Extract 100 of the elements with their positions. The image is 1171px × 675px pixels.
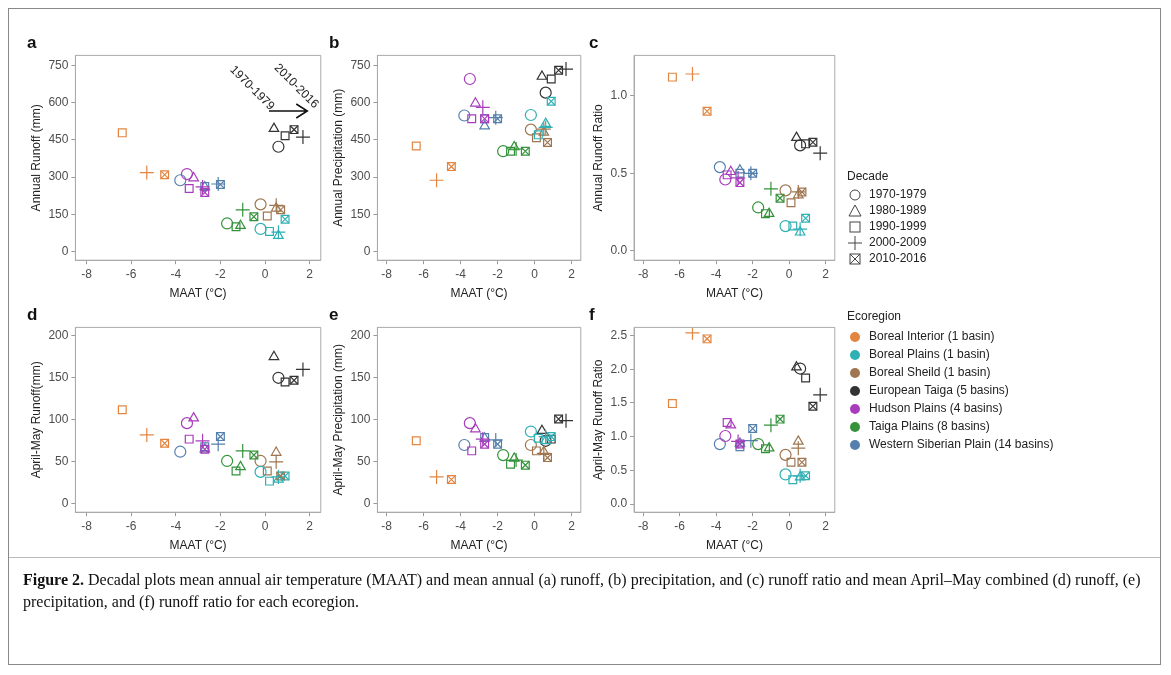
y-axis-title: April-May Runoff Ratio [590,359,605,481]
x-tick-label: 2 [568,266,576,281]
y-tick-label: 200 [48,328,69,343]
y-axis-title: April-May Precipitation (mm) [330,344,345,496]
x-tick-label: -2 [492,518,504,533]
y-tick-label: 300 [350,169,371,184]
x-tick-label: -4 [710,518,722,533]
x-axis-title: MAAT (°C) [705,286,763,301]
y-tick-label: 0 [61,496,69,511]
x-tick-label: -8 [637,518,649,533]
y-tick-label: 150 [350,206,371,221]
x-axis-title: MAAT (°C) [705,538,763,553]
x-tick-label: -4 [170,518,182,533]
y-tick-label: 100 [48,412,69,427]
y-tick-label: 0.0 [610,496,628,511]
y-tick-label: 1.5 [610,395,628,410]
y-tick-label: 1.0 [610,428,628,443]
y-tick-label: 600 [48,94,69,109]
x-tick-label: -8 [81,518,93,533]
legend-label: Western Siberian Plain (14 basins) [869,437,1054,451]
y-tick-label: 300 [48,169,69,184]
legend-label: Boreal Interior (1 basin) [869,329,995,343]
x-axis-title: MAAT (°C) [169,286,227,301]
y-tick-label: 0 [363,496,371,511]
chart-title: a [27,32,37,52]
y-tick-label: 50 [55,454,69,469]
x-tick-label: -2 [747,266,759,281]
y-tick-label: 0.5 [610,165,628,180]
y-tick-label: 450 [48,132,69,147]
y-tick-label: 450 [350,132,371,147]
x-axis-title: MAAT (°C) [450,286,508,301]
x-tick-label: -2 [492,266,504,281]
legend-label: Taiga Plains (8 basins) [869,419,990,433]
x-tick-label: 0 [261,518,269,533]
x-tick-label: 0 [785,266,793,281]
x-tick-label: 2 [306,518,314,533]
x-tick-label: 2 [306,266,314,281]
x-tick-label: -8 [381,266,393,281]
y-axis-title: Annual Precipitation (mm) [330,88,345,227]
caption: Figure 2. Decadal plots mean annual air temperature (MAAT) and mean annual (a) runoff, (b) precipitation, and (c) runoff ratio and mean April–May combined (d) runoff, (e) precipitation, and (f) runoff ratio for each ecoregion. [23,571,1141,610]
y-tick-label: 600 [350,94,371,109]
x-tick-label: -8 [637,266,649,281]
x-tick-label: 0 [531,266,539,281]
x-axis-title: MAAT (°C) [450,538,508,553]
legend-title: Decade [847,169,890,183]
x-tick-label: -8 [381,518,393,533]
y-tick-label: 0 [363,243,371,258]
x-tick-label: -4 [710,266,722,281]
category-label: 2010-2016 [869,251,927,265]
x-tick-label: 2 [822,266,830,281]
x-tick-label: 2 [568,518,576,533]
y-tick-label: 0.5 [610,462,628,477]
legend-label: European Taiga (5 basins) [869,383,1009,397]
x-tick-label: -6 [125,518,137,533]
legend-label: Hudson Plains (4 basins) [869,401,1003,415]
category-label: 1970-1979 [869,187,927,201]
y-tick-label: 150 [350,370,371,385]
y-tick-label: 750 [48,57,69,72]
y-tick-label: 2.5 [610,327,628,342]
y-axis-title: April-May Runoff(mm) [28,361,43,479]
y-tick-label: 100 [350,412,371,427]
legend-label: Boreal Sheild (1 basin) [869,365,991,379]
legend-title: Ecoregion [847,309,903,323]
x-tick-label: -8 [81,266,93,281]
y-tick-label: 1.0 [610,88,628,103]
chart-title: c [589,32,599,52]
y-tick-label: 50 [357,454,371,469]
x-tick-label: -6 [125,266,137,281]
y-tick-label: 200 [350,328,371,343]
x-tick-label: -2 [215,518,227,533]
x-tick-label: 0 [261,266,269,281]
legend-label: Boreal Plains (1 basin) [869,347,990,361]
x-tick-label: -4 [455,518,467,533]
x-tick-label: -2 [747,518,759,533]
x-tick-label: -6 [674,518,686,533]
x-tick-label: -6 [418,266,430,281]
y-tick-label: 750 [350,57,371,72]
x-tick-label: 0 [785,518,793,533]
y-axis-title: Annual Runoff Ratio [590,103,605,212]
y-axis-title: Annual Runoff (mm) [28,104,43,212]
category-label: 1980-1989 [869,203,927,217]
chart-title: d [27,304,38,324]
chart-title: b [329,32,340,52]
y-tick-label: 150 [48,370,69,385]
x-tick-label: -6 [674,266,686,281]
category-label: 1990-1999 [869,219,927,233]
x-tick-label: 0 [531,518,539,533]
x-tick-label: 2 [822,518,830,533]
y-tick-label: 0.0 [610,243,628,258]
y-tick-label: 0 [61,243,69,258]
x-tick-label: -6 [418,518,430,533]
y-tick-label: 2.0 [610,361,628,376]
x-axis-title: MAAT (°C) [169,538,227,553]
category-label: 2000-2009 [869,235,927,249]
y-tick-label: 150 [48,206,69,221]
chart-title: f [589,304,595,324]
x-tick-label: -4 [170,266,182,281]
x-tick-label: -4 [455,266,467,281]
chart-title: e [329,304,339,324]
x-tick-label: -2 [215,266,227,281]
